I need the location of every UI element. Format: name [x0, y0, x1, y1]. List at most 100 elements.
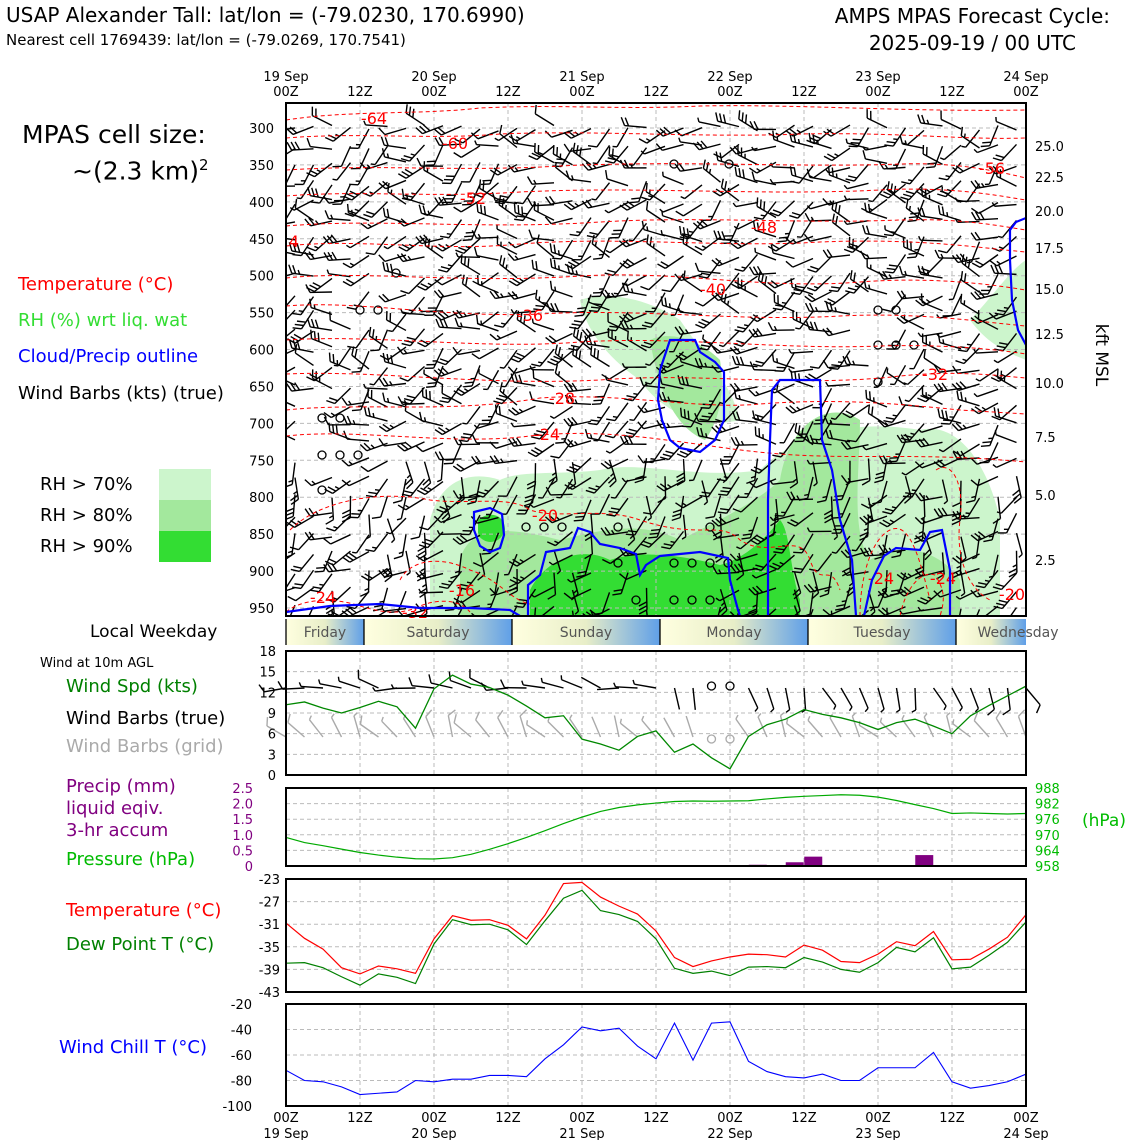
- barb-staff: [478, 609, 499, 616]
- xs-wind-barb: [711, 364, 740, 373]
- barb-half-feather: [289, 206, 295, 211]
- barb-half-feather: [723, 476, 729, 479]
- xs-wind-barb: [877, 589, 906, 599]
- barb-half-feather: [908, 205, 912, 211]
- barb-feather: [489, 587, 497, 596]
- xs-wind-barb: [538, 478, 555, 499]
- top-time-label: 00Z: [865, 85, 891, 100]
- barb-staff: [542, 478, 555, 499]
- barb-feather: [921, 333, 924, 343]
- xs-wind-barb: [960, 536, 967, 562]
- barb-staff: [960, 443, 980, 457]
- barb-feather: [406, 395, 416, 399]
- barb-staff: [570, 588, 592, 600]
- barb-staff: [941, 479, 949, 502]
- barb-half-feather: [708, 168, 712, 174]
- barb-feather: [609, 480, 617, 488]
- barb-staff: [735, 201, 758, 208]
- barb-staff: [684, 184, 703, 200]
- xs-wind-barb: [463, 365, 481, 388]
- legend-wind: Wind Barbs (kts) (true): [18, 383, 224, 404]
- barb-feather: [439, 400, 449, 404]
- barb-half-feather: [287, 550, 293, 554]
- barb-half-feather: [464, 388, 469, 392]
- calm-circle: [539, 522, 549, 532]
- barb-feather: [330, 234, 338, 243]
- barb-feather: [996, 602, 1006, 607]
- barb-feather: [569, 466, 579, 471]
- rh-swatch-90: [159, 531, 211, 562]
- wind-chill-ytick-label: -20: [231, 998, 252, 1013]
- barb-feather: [523, 315, 526, 325]
- barb-feather: [286, 127, 294, 135]
- barb-feather: [548, 335, 557, 342]
- barb-half-feather: [1001, 373, 1006, 378]
- isotherm-label: -60: [442, 134, 468, 153]
- barb-feather: [915, 190, 924, 197]
- barb-feather: [678, 352, 688, 359]
- barb-feather: [494, 324, 504, 328]
- barb-staff: [374, 145, 389, 165]
- wind-ytick-label: 12: [259, 686, 276, 701]
- barb-feather: [489, 290, 496, 299]
- barb-half-feather: [995, 116, 997, 122]
- barb-feather: [569, 233, 579, 237]
- barb-staff: [440, 457, 444, 480]
- barb-staff: [553, 572, 557, 595]
- wind-barb-true: [692, 687, 696, 710]
- barb-staff: [358, 678, 379, 689]
- barb-feather: [842, 412, 851, 419]
- barb-feather: [341, 556, 351, 563]
- barb-feather: [933, 590, 941, 598]
- xs-wind-barb: [645, 349, 666, 367]
- barb-feather: [400, 443, 409, 450]
- barb-feather: [722, 114, 727, 124]
- barb-staff: [298, 533, 315, 551]
- barb-feather: [514, 605, 524, 609]
- barb-feather: [382, 377, 389, 386]
- barb-half-feather: [650, 458, 656, 460]
- xs-wind-barb: [769, 178, 795, 184]
- barb-feather: [382, 207, 386, 217]
- barb-feather: [881, 589, 889, 597]
- barb-feather: [499, 195, 509, 199]
- barb-feather: [945, 410, 949, 420]
- xs-wind-barb: [607, 312, 629, 332]
- barb-feather: [663, 543, 673, 547]
- barb-staff: [619, 722, 638, 738]
- barb-staff: [570, 572, 592, 583]
- xs-wind-barb: [992, 572, 1018, 591]
- barb-feather: [625, 283, 630, 293]
- barb-feather: [748, 389, 756, 397]
- xs-wind-barb: [804, 290, 832, 303]
- barb-staff: [447, 715, 454, 738]
- barb-half-feather: [824, 589, 830, 592]
- barb-feather: [258, 684, 265, 693]
- barb-staff: [803, 687, 807, 710]
- barb-half-feather: [300, 180, 306, 182]
- barb-half-feather: [594, 241, 597, 247]
- wind-barb-true: [766, 687, 775, 713]
- barb-feather: [425, 389, 428, 399]
- barb-feather: [748, 329, 755, 338]
- barb-half-feather: [538, 497, 543, 499]
- xs-wind-barb: [323, 251, 351, 261]
- barb-feather: [363, 213, 373, 218]
- barb-feather: [808, 302, 815, 312]
- barb-feather: [861, 479, 871, 486]
- xs-wind-barb: [341, 397, 370, 406]
- top-time-label: 00Z: [569, 85, 595, 100]
- barb-half-feather: [514, 255, 519, 260]
- xs-wind-barb: [528, 605, 555, 616]
- xs-wind-barb: [585, 476, 611, 494]
- barb-feather: [657, 263, 666, 269]
- barb-feather: [744, 114, 748, 124]
- barb-feather: [675, 210, 684, 217]
- xs-wind-barb: [714, 606, 722, 616]
- barb-half-feather: [574, 399, 578, 404]
- xs-wind-barb: [567, 572, 592, 583]
- xs-wind-barb: [332, 162, 352, 181]
- barb-staff: [992, 554, 999, 577]
- barb-feather: [822, 328, 830, 337]
- barb-half-feather: [785, 718, 789, 724]
